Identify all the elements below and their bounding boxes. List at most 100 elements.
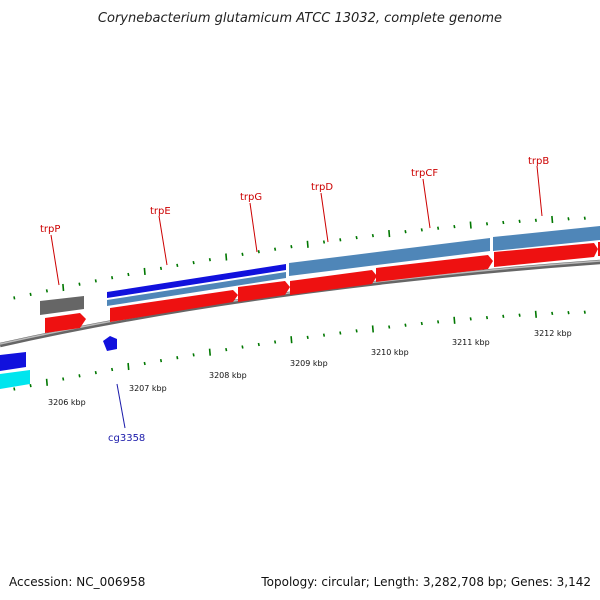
gene-label-cg3358[interactable]: cg3358 <box>108 433 145 444</box>
scale-tick <box>437 226 440 230</box>
scale-tick <box>371 325 374 333</box>
gene-label-trpB[interactable]: trpB <box>528 156 549 167</box>
scale-tick <box>225 347 228 352</box>
gene-label-trpG[interactable]: trpG <box>240 192 262 203</box>
scale-tick <box>518 313 521 317</box>
scale-tick <box>208 258 211 262</box>
scale-tick <box>78 374 81 378</box>
gene-label-trpP[interactable]: trpP <box>40 224 60 235</box>
scale-tick <box>583 216 586 220</box>
scale-tick <box>485 315 489 320</box>
scale-tick <box>502 220 505 225</box>
scale-label-3206: 3206 kbp <box>48 398 86 407</box>
scale-tick <box>534 218 537 222</box>
scale-tick <box>78 282 81 286</box>
scale-tick <box>111 367 114 372</box>
tick-row-lower <box>13 310 586 391</box>
scale-tick <box>225 253 228 261</box>
scale-tick <box>322 333 326 337</box>
gene-label-trpCF[interactable]: trpCF <box>411 168 438 179</box>
scale-tick <box>453 316 456 324</box>
scale-label-3209: 3209 kbp <box>290 359 328 368</box>
gene-arrow-trpD[interactable] <box>290 270 377 295</box>
gene-arrow-trpP[interactable] <box>45 313 86 333</box>
feature-trpB-steel[interactable] <box>493 226 600 251</box>
scale-tick <box>208 348 211 356</box>
scale-tick <box>274 340 277 344</box>
scale-tick <box>388 325 391 329</box>
gene-label-trpE[interactable]: trpE <box>150 206 171 217</box>
scale-tick <box>306 240 309 248</box>
gene-arrows <box>45 242 600 333</box>
tick-row-upper <box>13 215 586 300</box>
scale-tick <box>306 335 309 340</box>
feature-left-blue[interactable] <box>0 352 26 371</box>
scale-tick <box>355 235 358 240</box>
scale-tick <box>420 228 423 232</box>
scale-tick <box>257 342 260 347</box>
label-leaders <box>50 165 543 286</box>
scale-tick <box>94 370 97 375</box>
scale-label-3212: 3212 kbp <box>534 329 572 338</box>
scale-tick <box>127 362 130 371</box>
gene-label-trpD[interactable]: trpD <box>311 182 333 193</box>
feature-left-cyan[interactable] <box>0 370 30 389</box>
scale-label-3211: 3211 kbp <box>452 338 490 347</box>
scale-tick <box>143 267 146 275</box>
scale-tick <box>290 245 293 249</box>
forward-features <box>107 226 600 306</box>
scale-tick <box>13 296 16 300</box>
scale-tick <box>94 279 97 283</box>
map-title: Corynebacterium glutamicum ATCC 13032, c… <box>98 11 502 26</box>
scale-tick <box>192 260 195 265</box>
scale-tick <box>469 317 472 321</box>
scale-tick <box>485 222 489 226</box>
scale-tick <box>567 217 570 221</box>
scale-tick <box>192 353 195 357</box>
scale-tick <box>502 314 505 318</box>
scale-tick <box>437 320 440 324</box>
scale-tick <box>534 310 537 318</box>
scale-tick <box>388 230 391 238</box>
accession-text: Accession: NC_006958 <box>9 575 145 589</box>
scale-tick <box>567 311 570 315</box>
scale-tick <box>29 383 32 388</box>
scale-tick <box>518 219 521 223</box>
gene-arrow-trpE[interactable] <box>110 290 238 322</box>
scale-tick <box>404 230 407 234</box>
scale-label-3207: 3207 kbp <box>129 384 167 393</box>
scale-tick <box>62 377 65 381</box>
scale-tick <box>420 321 423 326</box>
scale-tick <box>355 329 358 333</box>
scale-tick <box>29 292 32 297</box>
scale-tick <box>143 361 146 366</box>
scale-tick <box>339 238 342 242</box>
gene-arrow-trpG[interactable] <box>238 281 290 302</box>
scale-label-3208: 3208 kbp <box>209 371 247 380</box>
scale-tick <box>404 323 407 327</box>
feature-trpE-blue[interactable] <box>107 264 286 298</box>
scale-tick <box>339 331 342 335</box>
scale-tick <box>45 378 48 386</box>
genome-summary-text: Topology: circular; Length: 3,282,708 bp… <box>260 575 591 589</box>
scale-tick <box>62 283 65 292</box>
scale-tick <box>159 266 163 271</box>
scale-tick <box>469 221 472 229</box>
scale-tick <box>453 224 456 229</box>
gene-arrow-trpB[interactable] <box>494 243 598 267</box>
scale-tick <box>241 345 244 349</box>
label-leader-cg3358 <box>116 383 126 429</box>
gene-arrow-trpCF[interactable] <box>376 255 493 282</box>
gene-arrow-cg3358[interactable] <box>103 336 117 351</box>
feature-trpG-trpCF-steel[interactable] <box>289 238 490 276</box>
feature-trpP-gray[interactable] <box>40 296 84 315</box>
scale-tick <box>322 240 326 244</box>
feature-trpE-steel[interactable] <box>107 272 286 306</box>
scale-tick <box>274 247 277 251</box>
scale-tick <box>176 356 179 360</box>
scale-tick <box>159 358 163 363</box>
scale-tick <box>13 387 16 391</box>
scale-tick <box>127 272 130 277</box>
